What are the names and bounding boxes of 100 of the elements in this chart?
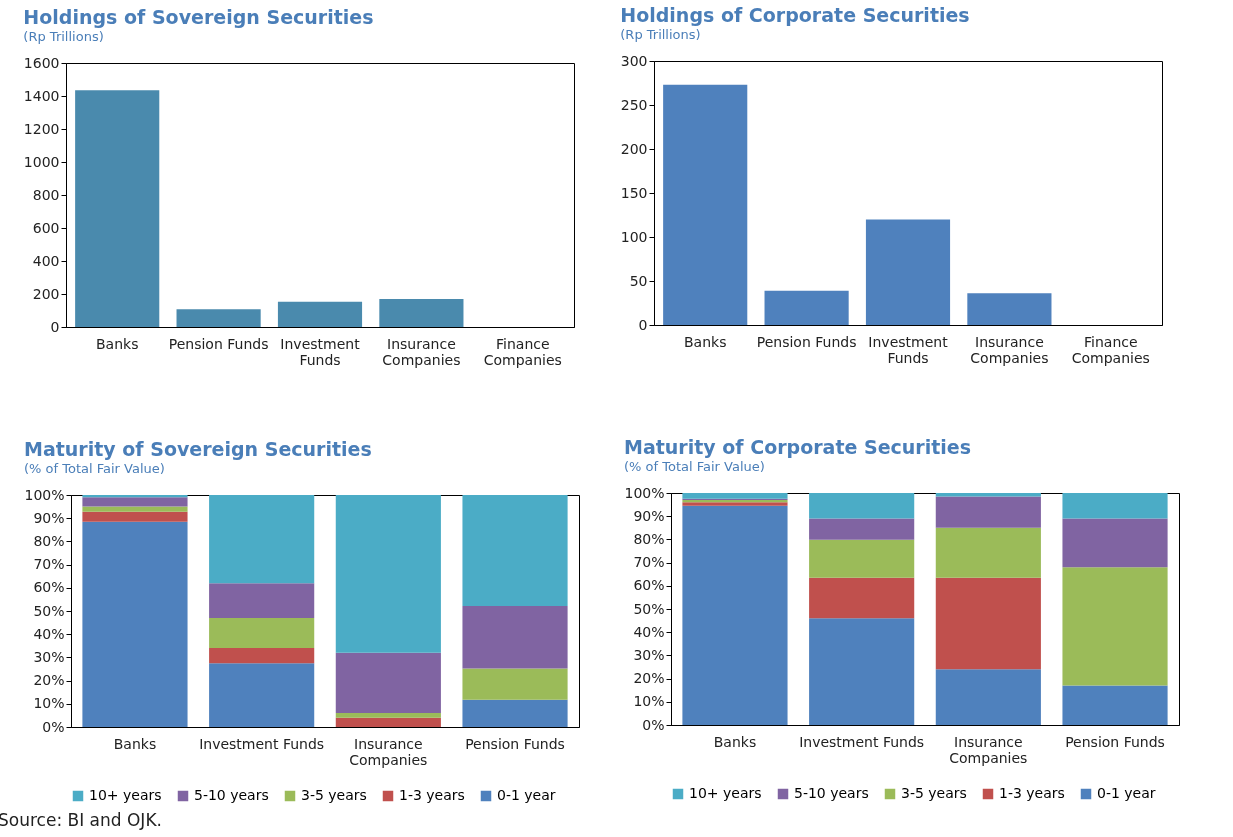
x-tick-label: Banks	[95, 335, 139, 352]
x-tick-label: Finance Companies	[483, 335, 562, 368]
bar	[865, 219, 951, 325]
y-tick-label: 1400	[23, 87, 60, 104]
bar	[462, 699, 568, 727]
y-tick-label: 20%	[33, 672, 65, 689]
bar	[1062, 685, 1168, 725]
y-tick-label: 200	[620, 140, 648, 157]
legend-label: 3-5 years	[301, 787, 367, 803]
bar	[82, 511, 188, 522]
y-tick-label: 60%	[633, 577, 665, 594]
bar	[335, 717, 441, 727]
legend-label: 5-10 years	[794, 785, 869, 801]
bar	[935, 669, 1041, 725]
y-tick-label: 40%	[633, 623, 665, 640]
y-tick-label: 250	[620, 96, 648, 113]
legend-label: 1-3 years	[399, 787, 465, 803]
bar	[277, 301, 363, 327]
legend-label: 5-10 years	[194, 787, 269, 803]
y-tick-label: 90%	[33, 509, 65, 526]
bar	[335, 713, 441, 718]
chart-title: Holdings of Corporate Securities	[620, 4, 970, 26]
bar	[935, 496, 1041, 528]
y-tick-label: 80%	[633, 530, 665, 547]
y-tick-label: 50%	[33, 602, 65, 619]
x-tick-label: Insurance Companies	[970, 333, 1049, 366]
x-tick-label: Pension Funds	[168, 335, 269, 352]
chart-subtitle: (Rp Trillions)	[23, 29, 104, 44]
bar	[209, 648, 315, 664]
bar	[935, 577, 1041, 670]
y-tick-label: 20%	[633, 670, 665, 687]
chart-subtitle: (% of Total Fair Value)	[23, 461, 165, 476]
legend-label: 10+ years	[689, 785, 762, 801]
bar	[209, 663, 315, 727]
bar	[176, 309, 261, 327]
x-tick-label: Investment Funds	[199, 735, 325, 752]
bar	[809, 518, 915, 540]
y-tick-label: 30%	[633, 646, 665, 663]
y-tick-label: 50	[629, 272, 648, 289]
x-tick-label: Banks	[713, 733, 757, 750]
y-tick-label: 60%	[33, 579, 65, 596]
y-tick-label: 30%	[33, 648, 65, 665]
bar	[809, 618, 915, 725]
chart-subtitle: (Rp Trillions)	[620, 27, 701, 42]
y-tick-label: 1600	[23, 54, 60, 71]
bar	[462, 668, 568, 700]
y-tick-label: 100%	[24, 486, 65, 503]
y-tick-label: 300	[620, 52, 648, 69]
bar	[379, 298, 464, 327]
x-tick-label: Investment Funds	[799, 733, 925, 750]
y-tick-label: 50%	[633, 600, 665, 617]
bar	[1062, 493, 1168, 519]
bar	[1062, 567, 1168, 686]
chart-title: Maturity of Sovereign Securities	[23, 438, 372, 460]
bar	[663, 84, 748, 325]
y-tick-label: 90%	[633, 507, 665, 524]
x-tick-label: Insurance Companies	[382, 335, 461, 368]
bar	[809, 493, 915, 519]
y-tick-label: 600	[32, 219, 60, 236]
bar	[764, 290, 849, 325]
legend-label: 10+ years	[89, 787, 162, 803]
bar	[967, 293, 1052, 325]
bar	[809, 539, 915, 578]
legend-label: 1-3 years	[999, 785, 1065, 801]
chart-title: Maturity of Corporate Securities	[623, 436, 972, 458]
y-tick-label: 1200	[23, 120, 60, 137]
y-tick-label: 70%	[33, 556, 65, 573]
x-tick-label: Insurance Companies	[349, 735, 428, 768]
y-tick-label: 100	[620, 228, 648, 245]
y-tick-label: 100%	[624, 484, 665, 501]
y-tick-label: 0	[638, 316, 648, 333]
bar	[209, 617, 315, 649]
y-tick-label: 10%	[633, 693, 665, 710]
bar	[462, 495, 568, 606]
bar	[82, 521, 188, 727]
legend-label: 3-5 years	[901, 785, 967, 801]
x-tick-label: Investment Funds	[280, 335, 361, 368]
bar	[1062, 518, 1168, 568]
x-tick-label: Pension Funds	[1065, 733, 1165, 750]
y-tick-label: 80%	[33, 532, 65, 549]
bar	[82, 497, 188, 507]
x-tick-label: Insurance Companies	[949, 733, 1028, 766]
x-tick-label: Investment Funds	[868, 333, 949, 366]
x-tick-label: Pension Funds	[756, 333, 857, 350]
bar	[209, 583, 315, 618]
y-tick-label: 400	[32, 252, 60, 269]
bar	[335, 652, 441, 714]
legend-label: 0-1 year	[497, 787, 556, 803]
y-tick-label: 800	[32, 186, 60, 203]
chart-subtitle: (% of Total Fair Value)	[623, 459, 765, 474]
y-tick-label: 10%	[33, 695, 65, 712]
x-tick-label: Banks	[683, 333, 727, 350]
y-tick-label: 40%	[33, 625, 65, 642]
y-tick-label: 200	[32, 285, 60, 302]
x-tick-label: Banks	[113, 735, 157, 752]
chart-title: Holdings of Sovereign Securities	[23, 6, 374, 28]
y-tick-label: 150	[620, 184, 648, 201]
bar	[209, 495, 315, 584]
bar	[335, 495, 441, 653]
y-tick-label: 0	[50, 318, 60, 335]
